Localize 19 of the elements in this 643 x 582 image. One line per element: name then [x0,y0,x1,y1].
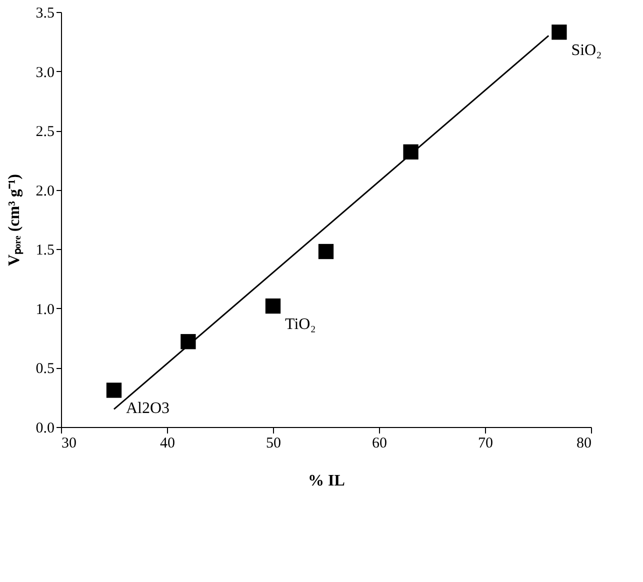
y-tick-label: 3.0 [36,64,54,81]
annotation: Al2O3 [126,400,170,418]
x-tick-label: 50 [266,436,281,452]
y-tick-label: 2.5 [36,124,54,140]
y-tick-label: 0.0 [36,420,54,436]
x-tick-label: 80 [576,436,592,452]
y-tick-label: 2.0 [36,183,54,200]
x-tick-label: 40 [160,436,175,452]
y-tick-label: 1.5 [36,242,54,259]
annotation: TiO₂ [285,316,316,334]
x-axis-title: % IL [308,472,345,490]
y-tick-label: 1.0 [36,302,54,318]
y-tick-label: 0.5 [36,361,54,378]
x-tick-label: 30 [62,436,76,452]
x-tick-label: 70 [478,436,493,452]
x-tick-label: 60 [372,436,387,452]
y-tick-label: 3.5 [36,6,54,22]
annotation: SiO₂ [571,42,602,60]
y-axis-title: Vₚₒᵣₑ (cm³ g⁻¹) [6,174,24,266]
